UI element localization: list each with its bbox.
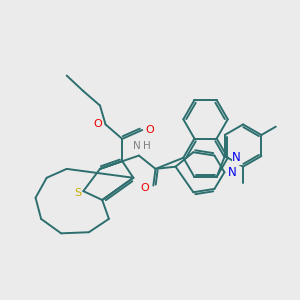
- Text: H: H: [143, 141, 151, 151]
- Text: N: N: [232, 151, 241, 164]
- Text: N: N: [228, 166, 237, 179]
- Text: O: O: [140, 183, 149, 193]
- Text: O: O: [93, 119, 102, 129]
- Text: N: N: [133, 141, 140, 151]
- Text: S: S: [74, 188, 81, 198]
- Text: O: O: [146, 125, 154, 135]
